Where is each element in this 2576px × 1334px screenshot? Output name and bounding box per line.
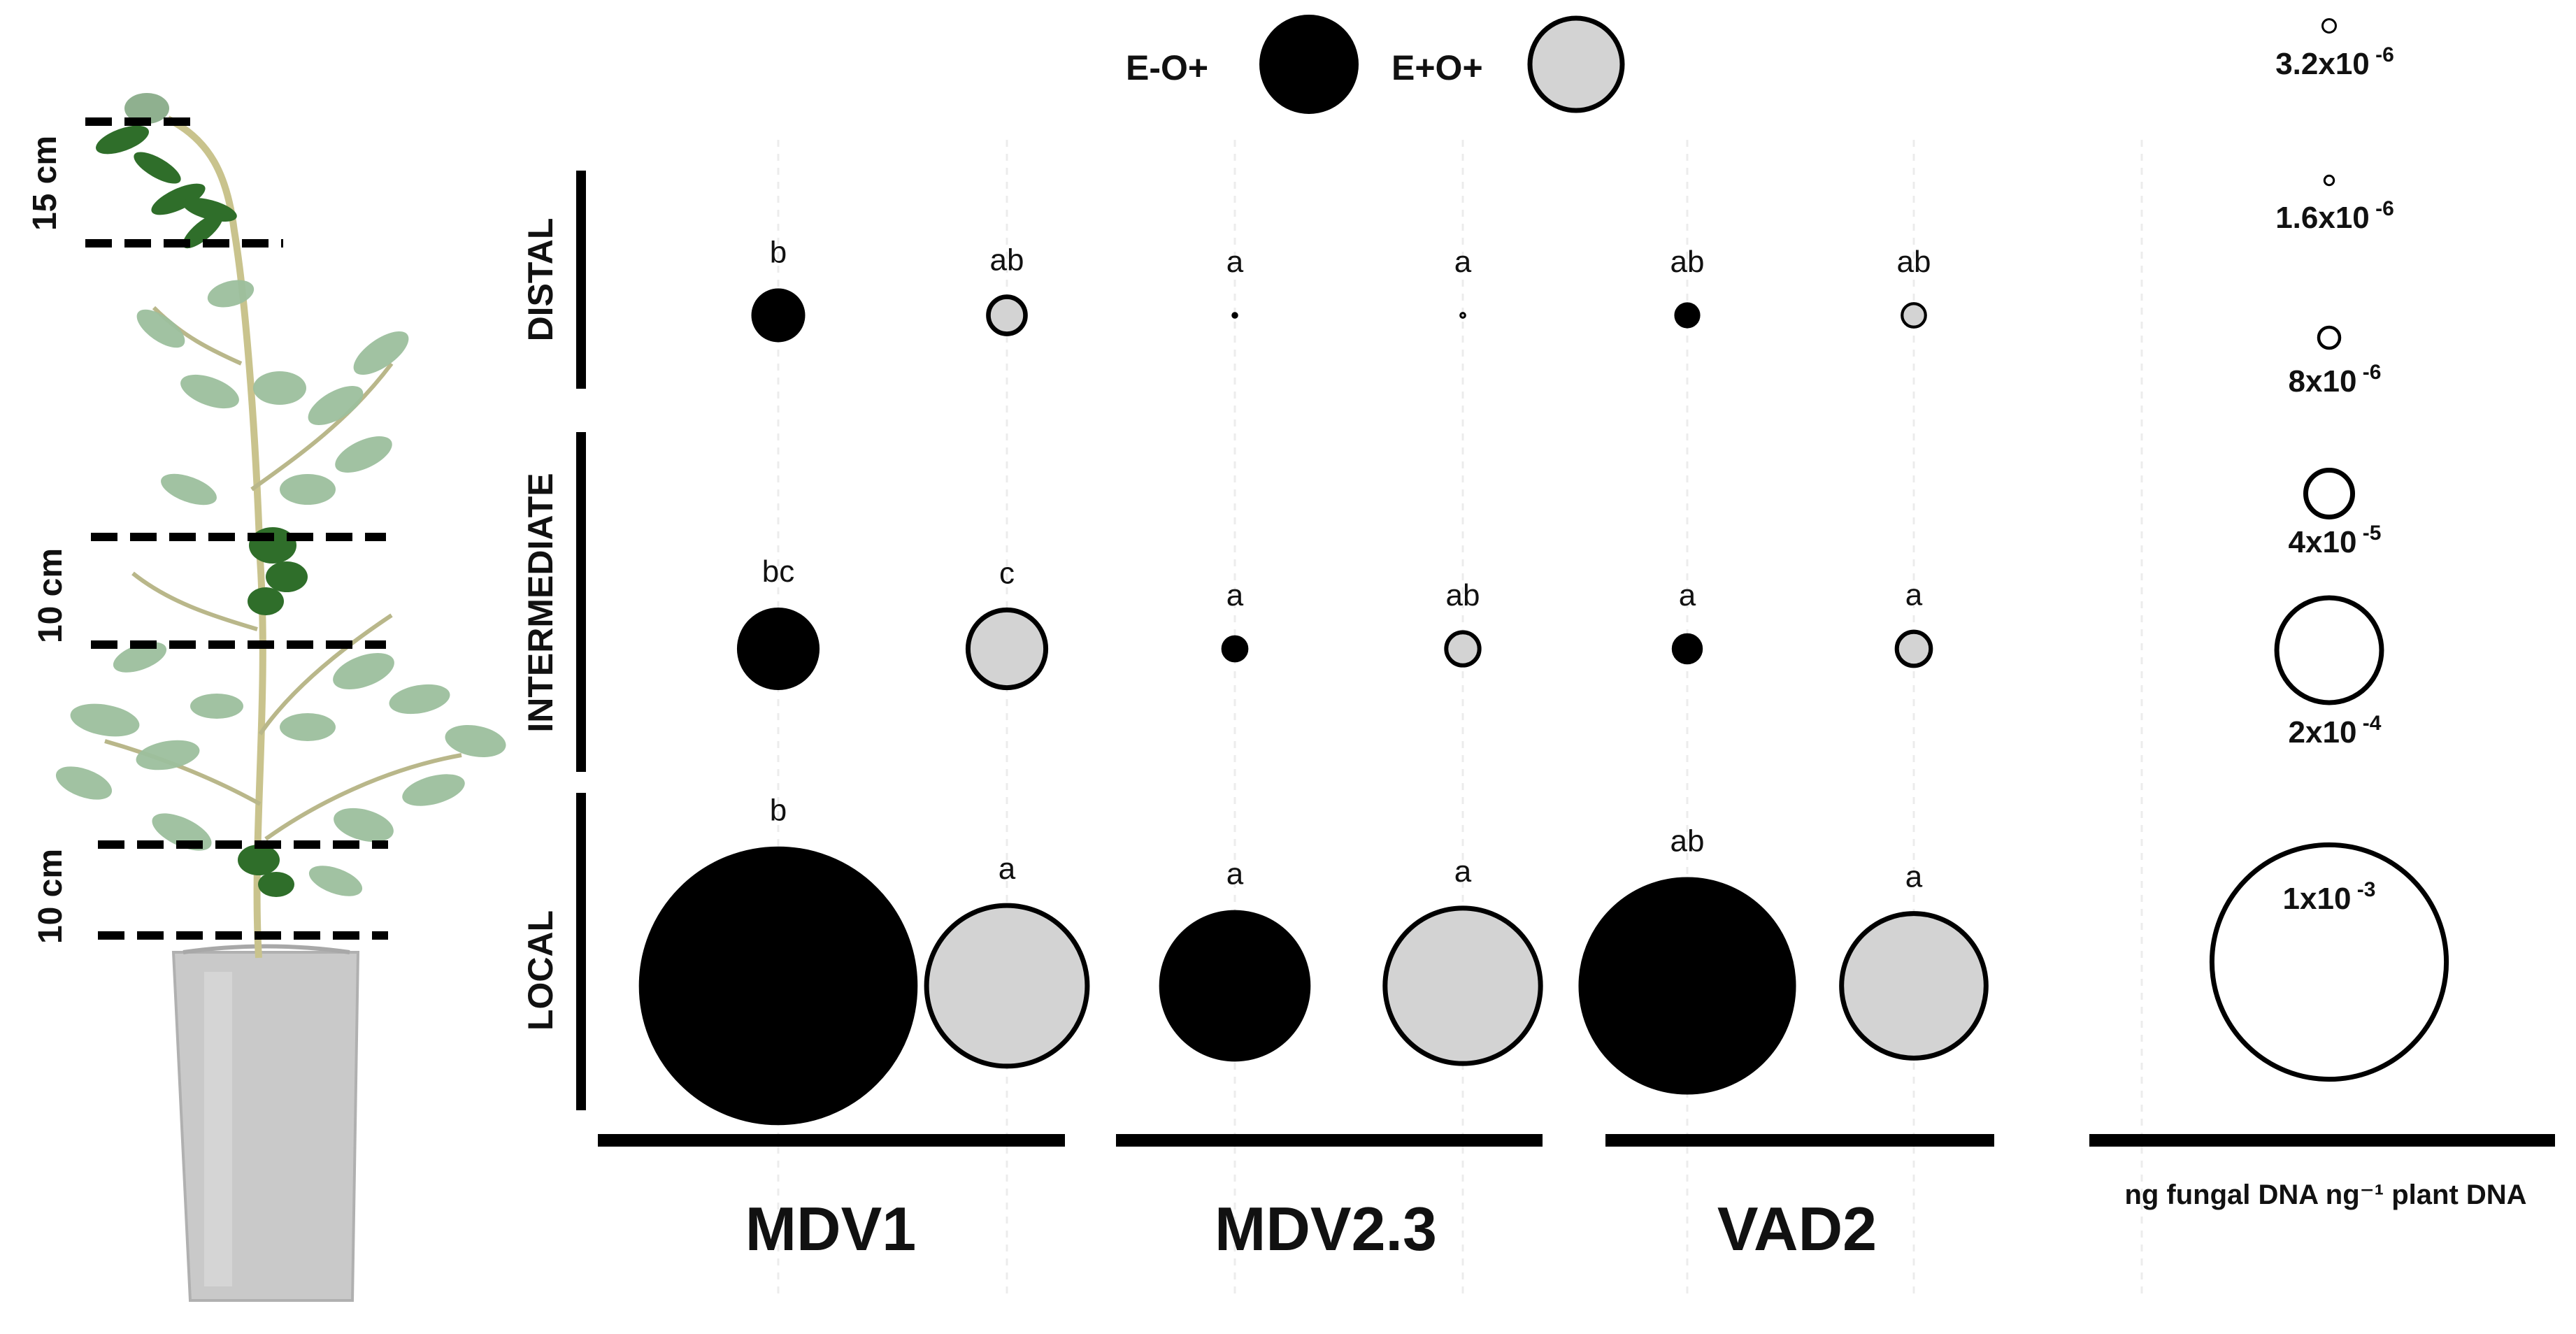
legend-swatch-eo	[1259, 15, 1359, 114]
scale-label-1: 3.2x10 -6	[2275, 43, 2394, 81]
scale-circle-5	[2274, 595, 2384, 705]
letter-mdv1-intermediate-e-o: c	[999, 556, 1015, 590]
plant-illustration	[55, 93, 506, 1302]
letter-vad2-local-e-o: ab	[1670, 824, 1705, 858]
letter-mdv1-distal-e-o: b	[770, 236, 787, 270]
bubble-vad2-distal-e-o	[1674, 302, 1701, 329]
scale-circle-2	[2323, 174, 2335, 187]
bubble-vad2-distal-e-o	[1901, 302, 1927, 329]
row-bars	[576, 171, 586, 1110]
letter-mdv1-local-e-o: b	[770, 794, 787, 828]
segment-label-top: 15 cm	[27, 136, 64, 231]
letter-mdv1-local-e-o: a	[999, 852, 1016, 886]
size-scale: 3.2x10 -6 1.6x10 -6 8x10 -6 4x10 -5 2x10 -4 1…	[2209, 18, 2449, 1082]
bubble-mdv2-3-intermediate-e-o	[1221, 635, 1249, 663]
legend-swatch-e-plus	[1527, 15, 1625, 113]
group-bars	[598, 1134, 2555, 1147]
plant-pot	[171, 951, 360, 1302]
row-label-local: LOCAL	[521, 910, 560, 1031]
letter-vad2-distal-e-o: ab	[1897, 245, 1931, 279]
plant-segment-markers	[85, 117, 388, 940]
bubble-mdv2-3-distal-e-o	[1459, 312, 1466, 319]
letter-vad2-local-e-o: a	[1905, 860, 1923, 894]
group-label-mdv1: MDV1	[745, 1194, 917, 1263]
bubble-mdv2-3-local-e-o	[1159, 910, 1311, 1062]
scale-circle-1	[2321, 18, 2337, 34]
bubbles-layer: b bc b a a a ab a ab ab c a a ab a ab a a	[638, 236, 1989, 1126]
letter-mdv2-3-intermediate-e-o: ab	[1446, 578, 1480, 612]
bubble-vad2-intermediate-e-o	[1671, 633, 1703, 665]
scale-circle-3	[2317, 325, 2342, 350]
bubble-mdv1-distal-e-o	[986, 294, 1028, 336]
bubble-vad2-intermediate-e-o	[1894, 629, 1933, 668]
plant-stem	[166, 115, 266, 959]
bubble-mdv1-distal-e-o	[751, 288, 806, 343]
bubble-mdv1-local-e-o	[924, 903, 1090, 1069]
bubble-mdv1-local-e-o	[638, 846, 918, 1126]
bubble-vad2-local-e-o	[1839, 911, 1989, 1061]
group-label-vad2: VAD2	[1717, 1194, 1877, 1263]
letter-vad2-distal-e-o: ab	[1670, 245, 1705, 279]
letter-mdv2-3-intermediate-e-o: a	[1226, 578, 1244, 612]
scale-label-6: 1x10 -3	[2283, 878, 2376, 916]
letter-mdv1-distal-e-o: ab	[990, 243, 1024, 278]
scale-label-4: 4x10 -5	[2289, 522, 2382, 559]
scale-circle-4	[2303, 467, 2356, 520]
scale-label-2: 1.6x10 -6	[2275, 197, 2394, 235]
legend-label-eo: E-O+	[1126, 48, 1208, 87]
bubble-vad2-local-e-o	[1578, 877, 1796, 1095]
row-label-intermediate: INTERMEDIATE	[521, 473, 560, 732]
letter-mdv2-3-distal-e-o: a	[1454, 245, 1472, 279]
scale-label-5: 2x10 -4	[2289, 712, 2382, 750]
letter-mdv2-3-local-e-o: a	[1226, 857, 1244, 891]
letter-vad2-intermediate-e-o: a	[1905, 578, 1923, 612]
letter-vad2-intermediate-e-o: a	[1679, 578, 1696, 612]
scale-circle-6	[2209, 842, 2449, 1082]
size-scale-title: ng fungal DNA ng⁻¹ plant DNA	[2124, 1179, 2526, 1210]
letter-mdv2-3-local-e-o: a	[1454, 854, 1472, 889]
legend: E-O+ E+O+	[1126, 15, 1625, 114]
bubble-mdv1-intermediate-e-o	[736, 607, 820, 691]
letter-mdv2-3-distal-e-o: a	[1226, 245, 1244, 279]
group-label-mdv2-3: MDV2.3	[1215, 1194, 1437, 1263]
segment-label-bottom: 10 cm	[32, 849, 69, 944]
segment-label-middle: 10 cm	[32, 548, 69, 643]
bubble-mdv2-3-local-e-o	[1382, 905, 1543, 1066]
letter-mdv1-intermediate-e-o: bc	[762, 554, 794, 589]
bubble-mdv2-3-distal-e-o	[1231, 312, 1238, 319]
row-label-distal: DISTAL	[521, 218, 560, 342]
legend-label-e-plus: E+O+	[1391, 48, 1483, 87]
scale-label-3: 8x10 -6	[2289, 361, 2382, 399]
bubble-mdv1-intermediate-e-o	[965, 607, 1049, 691]
bubble-mdv2-3-intermediate-e-o	[1444, 630, 1482, 668]
